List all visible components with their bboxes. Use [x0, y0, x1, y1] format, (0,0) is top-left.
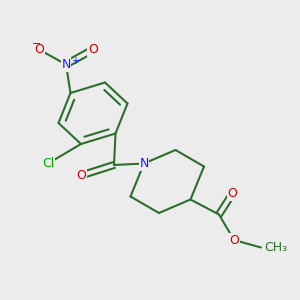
Text: N: N — [61, 58, 71, 71]
Text: O: O — [228, 187, 237, 200]
Text: CH₃: CH₃ — [264, 241, 287, 254]
Text: O: O — [229, 233, 239, 247]
Text: O: O — [34, 43, 44, 56]
Text: O: O — [88, 43, 98, 56]
Text: +: + — [71, 56, 79, 66]
Text: Cl: Cl — [42, 157, 54, 170]
Text: N: N — [139, 157, 149, 170]
Text: −: − — [32, 38, 41, 49]
Text: O: O — [76, 169, 86, 182]
